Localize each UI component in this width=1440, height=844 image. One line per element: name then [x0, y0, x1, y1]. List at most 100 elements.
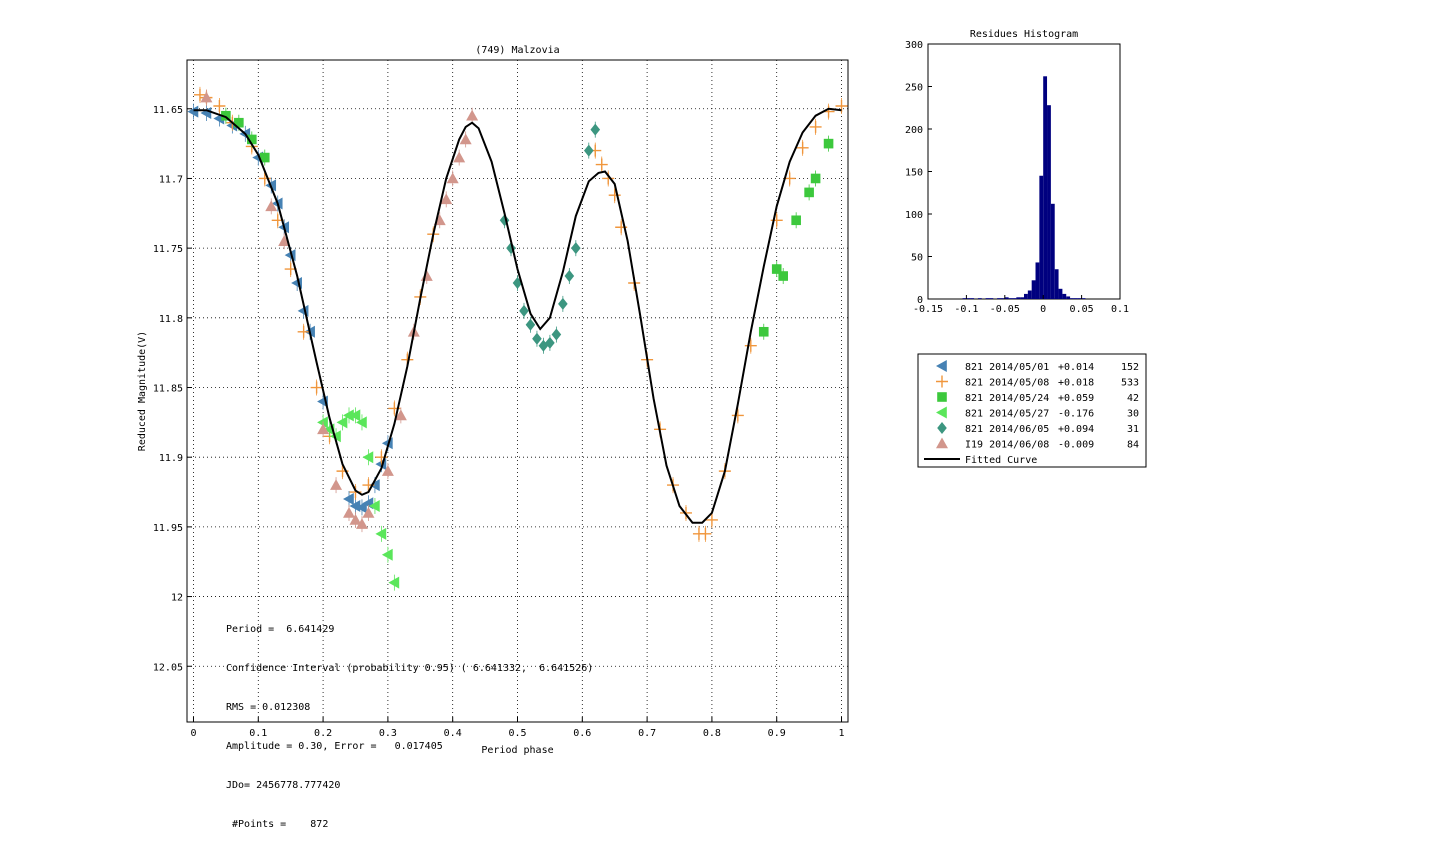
x-tick-label: 0.2	[314, 728, 332, 739]
amplitude-text: Amplitude = 0.30, Error = 0.017405	[226, 741, 443, 752]
hist-y-tick-label: 250	[905, 83, 923, 94]
data-point	[744, 339, 757, 352]
y-tick-label: 11.75	[153, 244, 183, 255]
data-point	[394, 409, 407, 421]
legend-series-name: 821 2014/05/01	[965, 362, 1049, 373]
data-point	[731, 409, 744, 422]
histogram-bar	[1058, 288, 1063, 299]
series-3	[221, 107, 834, 340]
histogram-bar	[1050, 203, 1055, 299]
series-5	[499, 121, 601, 354]
histogram-bar	[1012, 298, 1017, 299]
data-point	[368, 499, 380, 512]
legend-npoints: 152	[1121, 362, 1139, 373]
x-tick-label: 0.9	[768, 728, 786, 739]
data-point	[459, 133, 472, 145]
data-point	[330, 479, 343, 490]
legend-offset: +0.094	[1058, 424, 1094, 435]
hist-x-tick-label: -0.15	[913, 304, 943, 315]
data-point	[564, 270, 575, 283]
y-tick-label: 12.05	[153, 662, 183, 673]
data-point	[297, 325, 310, 338]
y-tick-label: 11.9	[159, 453, 183, 464]
data-point	[343, 493, 354, 506]
histogram-bar	[1008, 298, 1013, 299]
y-tick-label: 11.65	[153, 105, 183, 116]
y-axis-label: Reduced Magnitude(V)	[137, 331, 148, 451]
legend-entry: 821 2014/06/05 +0.094 31	[937, 422, 1139, 435]
legend-curve-label: Fitted Curve	[965, 455, 1037, 466]
histogram-bar	[1047, 105, 1051, 299]
hist-x-tick-label: -0.1	[954, 304, 978, 315]
histogram-bar	[1066, 296, 1071, 299]
data-point	[804, 187, 814, 198]
histogram-bar	[989, 298, 994, 299]
x-tick-label: 0.6	[573, 728, 591, 739]
data-point	[809, 120, 822, 133]
data-point	[608, 189, 621, 202]
histogram-frame	[927, 43, 1121, 300]
points-text: #Points = 872	[226, 819, 329, 830]
chart-title: (749) Malzovia	[475, 45, 559, 56]
hist-y-tick-label: 300	[905, 40, 923, 51]
histogram-bar	[1031, 280, 1036, 299]
data-point	[466, 109, 479, 121]
hist-y-tick-label: 50	[911, 253, 923, 264]
x-tick-label: 0.4	[444, 728, 462, 739]
histogram-bar	[1077, 298, 1082, 299]
legend-marker	[937, 392, 947, 402]
histogram-bar	[985, 298, 990, 299]
histogram-bar	[1043, 76, 1048, 299]
residues-histogram: -0.15 -0.1 -0.05 0 0.05 0.1 0 50 100 150 200 250 300…	[905, 29, 1129, 315]
data-point	[699, 527, 712, 540]
data-point	[778, 271, 788, 281]
data-point	[446, 172, 459, 184]
legend-npoints: 533	[1121, 378, 1139, 389]
data-point	[771, 264, 782, 274]
legend-box	[917, 353, 1147, 468]
hist-x-tick-label: -0.05	[990, 304, 1020, 315]
legend-entry: 821 2014/05/08 +0.018 533	[936, 375, 1139, 389]
data-point	[590, 123, 601, 136]
histogram-bar	[1016, 297, 1021, 299]
data-point	[823, 138, 834, 149]
histogram-bar	[977, 298, 982, 299]
histogram-bar	[1073, 298, 1078, 299]
legend-entry: 821 2014/05/01 +0.014 152	[936, 360, 1139, 373]
data-point	[545, 336, 555, 349]
legend-npoints: 31	[1127, 424, 1139, 435]
y-tick-label: 11.95	[153, 523, 183, 534]
data-point	[336, 416, 348, 429]
data-point	[791, 215, 801, 226]
data-point	[200, 91, 213, 103]
y-tick-label: 11.7	[159, 174, 183, 185]
data-point	[317, 416, 328, 429]
legend-offset: +0.014	[1058, 362, 1094, 373]
data-point	[349, 409, 361, 422]
data-point	[453, 151, 466, 163]
histogram-bar	[1070, 298, 1074, 299]
data-point	[310, 381, 323, 394]
data-point	[532, 332, 542, 345]
data-point	[343, 506, 356, 518]
histogram-bar	[1020, 297, 1024, 299]
data-point	[234, 117, 244, 128]
legend-series-name: 821 2014/05/24	[965, 393, 1049, 404]
data-point	[440, 193, 453, 205]
legend-marker	[936, 437, 948, 449]
data-point	[278, 235, 291, 246]
histogram-title: Residues Histogram	[970, 29, 1078, 40]
data-point	[571, 242, 581, 255]
data-point	[265, 200, 278, 212]
data-point	[221, 110, 231, 121]
data-point	[796, 141, 809, 154]
legend-entry: 821 2014/05/27 -0.176 30	[936, 406, 1139, 420]
legend-series-name: 821 2014/06/05	[965, 424, 1049, 435]
data-point	[758, 326, 769, 337]
data-point	[259, 152, 270, 163]
data-point	[551, 328, 562, 341]
confidence-interval-text: Confidence Interval (probability 0.95) (…	[226, 663, 594, 674]
data-point	[187, 105, 199, 118]
histogram-bar	[970, 298, 975, 299]
hist-y-tick-label: 200	[905, 125, 923, 136]
